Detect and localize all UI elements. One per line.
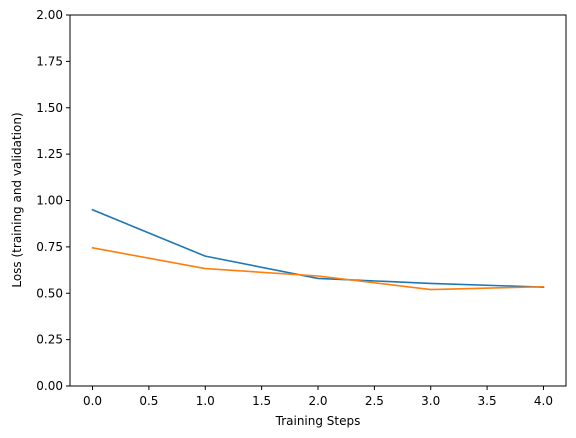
y-tick-label: 0.25 xyxy=(36,333,63,347)
x-axis: 0.0 0.5 1.0 1.5 2.0 2.5 3.0 3.5 4.0 xyxy=(83,386,553,408)
y-tick-label: 1.50 xyxy=(36,101,63,115)
x-tick-label: 1.5 xyxy=(252,394,271,408)
x-tick-label: 2.0 xyxy=(308,394,327,408)
x-tick-label: 4.0 xyxy=(534,394,553,408)
x-axis-label: Training Steps xyxy=(275,414,361,428)
series-line-2 xyxy=(91,246,545,291)
x-tick-label: 2.5 xyxy=(365,394,384,408)
x-tick-label: 1.0 xyxy=(196,394,215,408)
x-tick-label: 0.0 xyxy=(83,394,102,408)
y-axis: 0.00 0.25 0.50 0.75 1.00 1.25 1.50 1.75 2.00 xyxy=(36,8,70,393)
series-layer xyxy=(91,208,545,291)
y-tick-label: 0.50 xyxy=(36,286,63,300)
x-tick-label: 3.5 xyxy=(478,394,497,408)
y-tick-label: 0.75 xyxy=(36,240,63,254)
series-line-1 xyxy=(91,208,545,288)
x-tick-label: 3.0 xyxy=(421,394,440,408)
y-tick-label: 1.00 xyxy=(36,194,63,208)
x-tick-label: 0.5 xyxy=(139,394,158,408)
y-tick-label: 0.00 xyxy=(36,379,63,393)
plot-area-frame xyxy=(69,14,567,387)
y-tick-label: 1.25 xyxy=(36,147,63,161)
y-axis-label: Loss (training and validation) xyxy=(10,112,24,287)
y-tick-label: 2.00 xyxy=(36,8,63,22)
y-tick-label: 1.75 xyxy=(36,54,63,68)
